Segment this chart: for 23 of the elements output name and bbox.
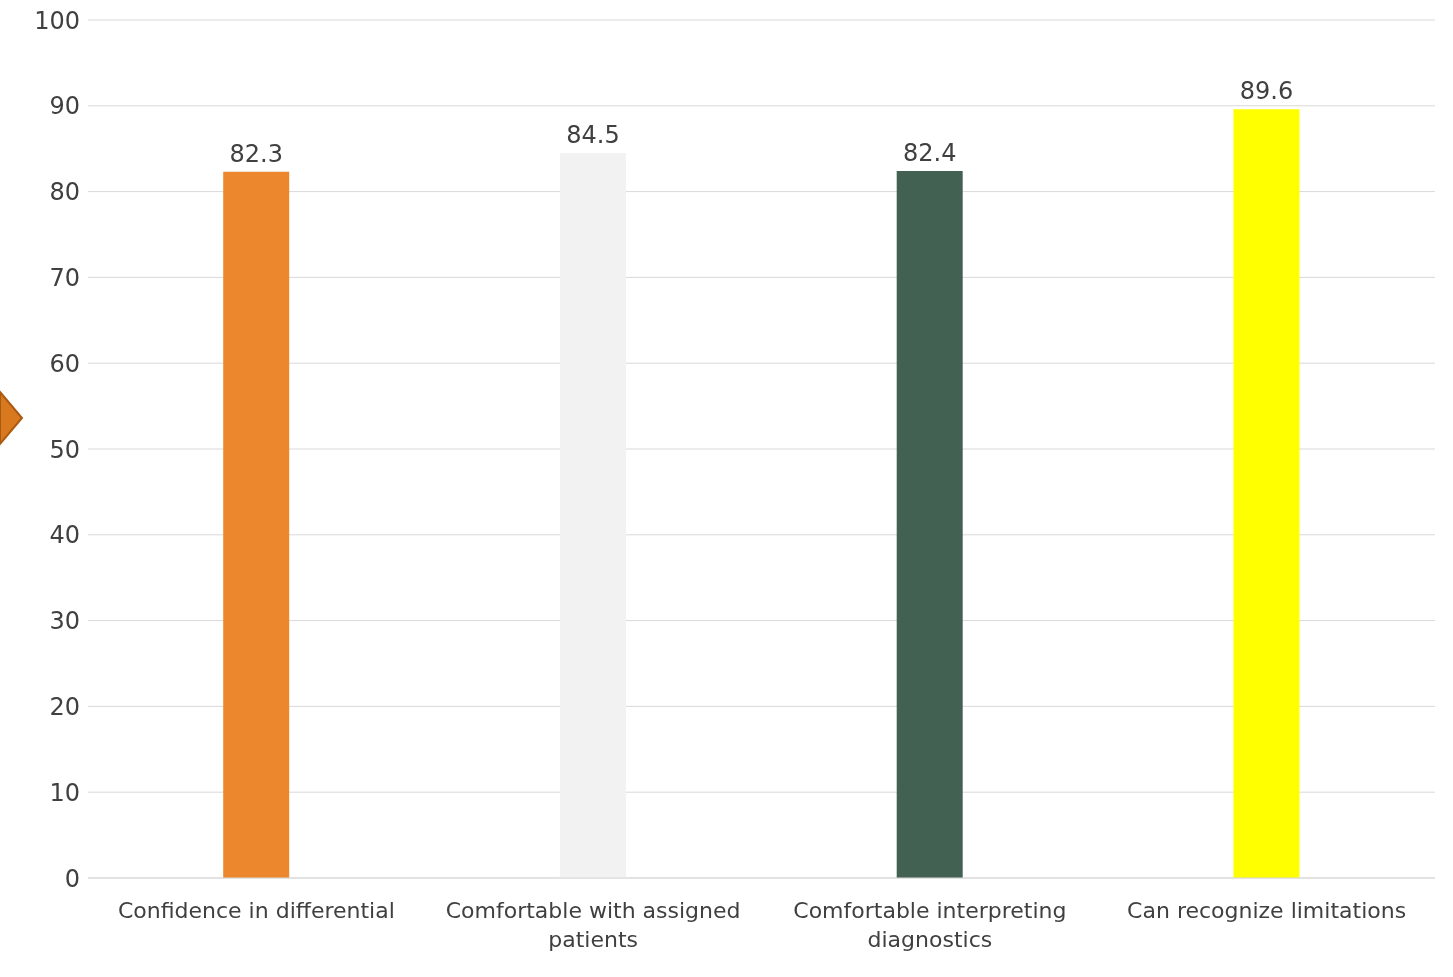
y-tick-label: 80 bbox=[49, 178, 80, 207]
data-label: 89.6 bbox=[1239, 77, 1294, 106]
y-tick-label: 50 bbox=[49, 435, 80, 464]
y-tick-label: 90 bbox=[49, 92, 80, 121]
y-tick-label: 10 bbox=[49, 778, 80, 807]
data-label: 82.3 bbox=[229, 139, 283, 168]
x-tick-label: Comfortable with assigned patients bbox=[445, 897, 741, 953]
y-tick-label: 100 bbox=[34, 6, 80, 35]
x-tick-label: Comfortable interpreting diagnostics bbox=[793, 897, 1067, 953]
data-label: 82.4 bbox=[902, 139, 957, 168]
x-tick-label: Can recognize limitations bbox=[1127, 897, 1407, 923]
y-tick-label: 40 bbox=[49, 521, 80, 550]
data-label: 84.5 bbox=[566, 120, 620, 149]
y-tick-label: 70 bbox=[49, 263, 80, 292]
x-tick-label: Confidence in differential bbox=[117, 897, 395, 923]
y-tick-label: 60 bbox=[49, 349, 80, 378]
bar bbox=[896, 171, 963, 878]
bar bbox=[559, 152, 626, 878]
bar bbox=[1233, 109, 1300, 878]
bar bbox=[223, 171, 290, 878]
y-tick-label: 30 bbox=[49, 607, 80, 636]
y-tick-label: 20 bbox=[49, 692, 80, 721]
y-tick-label: 0 bbox=[64, 864, 80, 893]
